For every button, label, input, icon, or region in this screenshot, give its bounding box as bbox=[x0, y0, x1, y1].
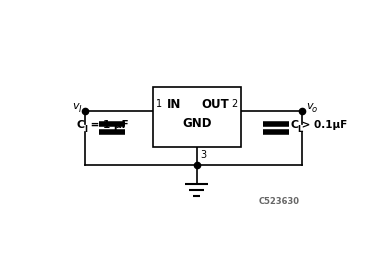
Text: IN: IN bbox=[167, 98, 182, 110]
Text: I: I bbox=[84, 125, 87, 134]
Text: 3: 3 bbox=[200, 150, 207, 160]
Text: C523630: C523630 bbox=[258, 197, 299, 206]
Text: o: o bbox=[312, 105, 317, 114]
Text: GND: GND bbox=[182, 117, 211, 130]
Text: 2: 2 bbox=[231, 99, 237, 109]
Text: 1: 1 bbox=[156, 99, 163, 109]
Text: v: v bbox=[306, 101, 313, 111]
Text: C: C bbox=[76, 120, 85, 130]
Text: = 1 μF: = 1 μF bbox=[87, 120, 129, 130]
Text: > 0.1μF: > 0.1μF bbox=[298, 120, 347, 130]
Text: C: C bbox=[290, 120, 299, 130]
Text: L: L bbox=[297, 125, 302, 134]
Text: I: I bbox=[79, 105, 81, 114]
Bar bbox=[153, 87, 240, 147]
Text: v: v bbox=[72, 101, 78, 111]
Text: OUT: OUT bbox=[201, 98, 229, 110]
